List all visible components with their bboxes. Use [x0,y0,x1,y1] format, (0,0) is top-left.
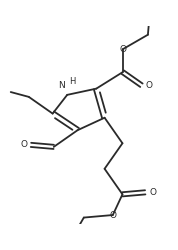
Text: H: H [69,77,76,86]
Text: O: O [149,188,156,197]
Text: O: O [145,81,152,90]
Text: O: O [20,140,27,149]
Text: N: N [59,81,65,90]
Text: O: O [119,45,126,54]
Text: O: O [109,210,116,220]
